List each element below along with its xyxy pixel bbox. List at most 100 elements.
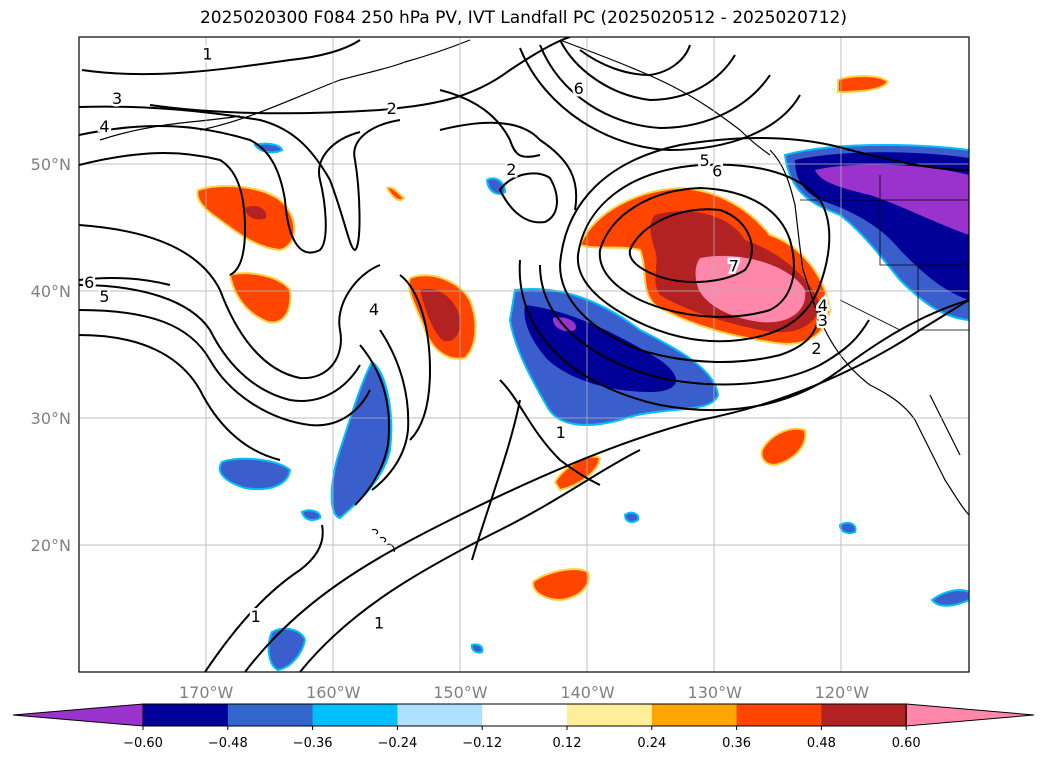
colorbar-segment: [312, 704, 398, 726]
neg-anomaly-small-5: [930, 589, 969, 607]
lon-tick-label: 140°W: [560, 683, 615, 702]
political-boundaries: [800, 175, 969, 331]
colorbar-segment: [227, 704, 314, 726]
contour-label: 2: [811, 339, 821, 358]
pos-anomaly-w-1-core: [245, 206, 267, 220]
contour-label: 1: [202, 45, 212, 64]
pos-anomaly-s-2: [531, 568, 590, 602]
colorbar-tick-label: −0.36: [293, 736, 333, 751]
border-states-1: [879, 175, 969, 266]
contour-label: 2: [387, 99, 397, 118]
map-title: 2025020300 F084 250 hPa PV, IVT Landfall…: [199, 8, 847, 28]
colorbar-tick-label: 0.48: [807, 736, 836, 751]
contour-label: 1: [251, 607, 261, 626]
colorbar-tick-label: −0.12: [462, 736, 502, 751]
neg-anomaly-small-4: [838, 521, 857, 535]
contour-inner-1: [399, 274, 432, 441]
contour-label: 6: [712, 161, 722, 180]
colorbar-tick-label: 0.36: [722, 736, 751, 751]
contour-trough-2: [79, 284, 361, 402]
lon-tick-label: 170°W: [179, 683, 234, 702]
contour-2-mid: [498, 172, 558, 224]
colorbar-segment: [821, 704, 907, 726]
contour-1-mid: [471, 399, 521, 561]
colorbar-segment: [482, 704, 568, 726]
pos-anomaly-ne: [837, 75, 890, 94]
contour-north-arc-3: [539, 44, 771, 130]
lat-tick-label: 30°N: [31, 409, 71, 428]
coast-gulf-alaska: [559, 39, 771, 156]
map-content: [79, 37, 969, 672]
lon-tick-label: 120°W: [815, 683, 870, 702]
contour-inner-2: [371, 329, 410, 491]
contour-north-arc-2: [559, 39, 736, 102]
colorbar-tick-labels: −0.60 −0.48 −0.36 −0.24 −0.12 0.12 0.24 0.36 0.4…: [123, 726, 921, 751]
contour-label: 4: [369, 300, 379, 319]
colorbar-tick-label: 0.12: [553, 736, 582, 751]
contour-label: 6: [574, 79, 584, 98]
lon-tick-label: 150°W: [433, 683, 488, 702]
contour-label: 3: [112, 89, 122, 108]
pos-anomaly-tiny: [385, 186, 406, 202]
contour-6-ring: [598, 186, 795, 318]
colorbar-frame: [142, 703, 907, 727]
contour-label: 1: [556, 423, 566, 442]
neg-anomaly-small-1: [253, 142, 284, 154]
colorbar-tick-label: −0.60: [123, 736, 163, 751]
contour-3: [79, 105, 401, 252]
colorbar-tick-label: −0.48: [208, 736, 248, 751]
contour-1-long-2: [299, 449, 641, 672]
colorbar-segment: [736, 704, 822, 726]
contour-4-south: [559, 264, 821, 363]
coast-sea-of-cortez: [929, 394, 961, 456]
contour-north-arc-4: [519, 47, 801, 152]
pos-anomaly-w-2: [228, 272, 292, 324]
neg-anomaly-central-pac: [330, 360, 393, 520]
colorbar-segment: [567, 704, 653, 726]
gridlines: [79, 37, 969, 672]
contour-label: 7: [729, 257, 739, 276]
lat-tick-label: 40°N: [31, 282, 71, 301]
pv-contours: [79, 37, 969, 672]
coast-baja: [914, 419, 969, 516]
colorbar-segment: [143, 704, 229, 726]
pos-anomaly-w-1: [196, 185, 296, 252]
contour-label: 5: [699, 151, 709, 170]
lat-tick-label: 20°N: [31, 536, 71, 555]
pos-anomaly-se: [760, 427, 807, 467]
lon-tick-label: 160°W: [306, 683, 361, 702]
colorbar-extend-left: [12, 703, 144, 727]
colorbar-segment: [651, 704, 738, 726]
colorbar: [12, 703, 1035, 727]
contour-north-arc-1: [579, 44, 691, 77]
colorbar-extend-right: [905, 703, 1035, 727]
contour-3-south: [539, 264, 870, 386]
contour-1-long: [244, 299, 969, 672]
contour-label: 5: [99, 287, 109, 306]
pos-anomaly-central-core: [420, 288, 461, 342]
contour-6-west: [79, 276, 171, 286]
lon-tick-label: 130°W: [688, 683, 743, 702]
neg-anomaly-south: [267, 627, 307, 672]
contour-7: [628, 208, 753, 283]
contour-ridge-1: [439, 89, 541, 158]
neg-anomaly-sw: [218, 457, 292, 490]
colorbar-tick-label: 0.60: [892, 736, 921, 751]
contour-label: 6: [84, 273, 94, 292]
contour-trough-1: [79, 224, 381, 380]
latitude-tick-labels: 20°N 30°N 40°N 50°N: [31, 155, 71, 555]
neg-anomaly-small-3: [623, 511, 640, 524]
contour-1-sw: [204, 524, 324, 672]
contour-1-north: [81, 39, 361, 76]
lat-tick-label: 50°N: [31, 155, 71, 174]
contour-3-mid: [439, 121, 578, 211]
border-states-2: [917, 265, 969, 331]
map-frame: [78, 36, 970, 673]
contour-trough-3: [79, 309, 371, 427]
contour-label: 4: [818, 296, 828, 315]
contour-label: 2: [506, 160, 516, 179]
contour-2-north: [149, 37, 571, 115]
contour-5-ring: [576, 163, 831, 343]
